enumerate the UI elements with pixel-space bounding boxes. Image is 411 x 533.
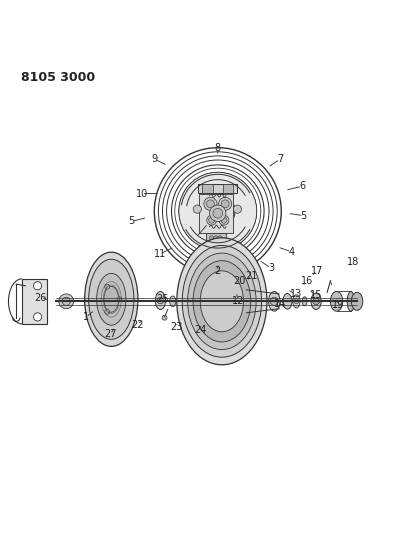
Ellipse shape bbox=[182, 245, 261, 357]
Text: 2: 2 bbox=[215, 266, 221, 277]
Bar bbox=[199, 184, 237, 193]
Circle shape bbox=[209, 217, 215, 223]
Ellipse shape bbox=[170, 296, 176, 306]
Ellipse shape bbox=[200, 271, 243, 332]
Text: 24: 24 bbox=[194, 326, 207, 335]
Circle shape bbox=[233, 205, 242, 213]
Ellipse shape bbox=[351, 292, 363, 310]
Ellipse shape bbox=[293, 295, 300, 308]
Text: 19: 19 bbox=[332, 300, 344, 310]
Text: 5: 5 bbox=[129, 216, 135, 227]
Text: 26: 26 bbox=[35, 293, 47, 303]
Circle shape bbox=[221, 217, 227, 223]
Circle shape bbox=[221, 200, 229, 208]
Text: 3: 3 bbox=[268, 263, 274, 273]
Text: 22: 22 bbox=[131, 320, 144, 330]
Text: 17: 17 bbox=[311, 265, 323, 276]
Ellipse shape bbox=[89, 259, 134, 340]
Circle shape bbox=[59, 294, 74, 309]
Ellipse shape bbox=[302, 297, 307, 306]
Text: 7: 7 bbox=[277, 154, 283, 164]
Circle shape bbox=[218, 236, 222, 240]
Circle shape bbox=[213, 208, 223, 218]
Bar bbox=[202, 184, 213, 193]
Text: 21: 21 bbox=[245, 271, 258, 280]
Bar bbox=[199, 194, 233, 233]
Circle shape bbox=[193, 205, 201, 213]
Circle shape bbox=[162, 315, 167, 320]
Ellipse shape bbox=[155, 292, 166, 310]
Text: 11: 11 bbox=[153, 249, 166, 259]
Text: 15: 15 bbox=[310, 290, 322, 300]
Circle shape bbox=[313, 298, 319, 304]
Ellipse shape bbox=[188, 253, 256, 350]
Circle shape bbox=[179, 172, 257, 250]
Text: 6: 6 bbox=[299, 181, 305, 191]
Text: 20: 20 bbox=[234, 276, 246, 286]
Circle shape bbox=[219, 215, 229, 225]
Circle shape bbox=[33, 281, 42, 290]
Text: 12: 12 bbox=[232, 296, 245, 306]
Ellipse shape bbox=[268, 292, 280, 311]
Text: 16: 16 bbox=[301, 276, 313, 286]
Text: 23: 23 bbox=[171, 322, 183, 332]
Text: 8: 8 bbox=[215, 143, 221, 153]
Text: 5: 5 bbox=[301, 211, 307, 221]
Circle shape bbox=[201, 194, 235, 229]
Circle shape bbox=[210, 236, 214, 240]
Circle shape bbox=[117, 297, 122, 302]
Circle shape bbox=[206, 200, 215, 208]
Text: 1: 1 bbox=[83, 312, 89, 322]
Text: 10: 10 bbox=[136, 189, 148, 199]
Circle shape bbox=[294, 299, 299, 304]
Circle shape bbox=[33, 313, 42, 321]
Circle shape bbox=[105, 309, 110, 314]
Text: 25: 25 bbox=[157, 294, 169, 304]
Text: 27: 27 bbox=[104, 329, 117, 340]
Ellipse shape bbox=[193, 261, 251, 342]
Circle shape bbox=[205, 198, 231, 224]
Circle shape bbox=[204, 197, 217, 211]
Circle shape bbox=[210, 203, 226, 220]
Ellipse shape bbox=[85, 252, 138, 346]
Ellipse shape bbox=[330, 292, 343, 311]
Bar bbox=[223, 184, 233, 193]
Text: 4: 4 bbox=[289, 247, 295, 257]
Circle shape bbox=[219, 197, 232, 211]
Bar bbox=[206, 232, 226, 243]
Circle shape bbox=[207, 215, 217, 225]
Ellipse shape bbox=[177, 238, 267, 365]
Text: 8105 3000: 8105 3000 bbox=[21, 71, 95, 84]
Circle shape bbox=[210, 205, 226, 221]
Ellipse shape bbox=[97, 273, 126, 325]
Text: 9: 9 bbox=[152, 154, 158, 164]
Ellipse shape bbox=[347, 292, 355, 311]
Ellipse shape bbox=[283, 294, 292, 309]
Circle shape bbox=[214, 236, 218, 240]
Ellipse shape bbox=[311, 293, 321, 310]
Circle shape bbox=[270, 297, 278, 305]
Circle shape bbox=[105, 284, 110, 289]
Text: 14: 14 bbox=[274, 299, 286, 309]
Circle shape bbox=[157, 297, 164, 304]
Text: 13: 13 bbox=[289, 289, 302, 300]
Bar bbox=[22, 279, 46, 324]
Circle shape bbox=[62, 297, 70, 305]
Text: 18: 18 bbox=[347, 257, 359, 268]
Ellipse shape bbox=[104, 286, 119, 312]
